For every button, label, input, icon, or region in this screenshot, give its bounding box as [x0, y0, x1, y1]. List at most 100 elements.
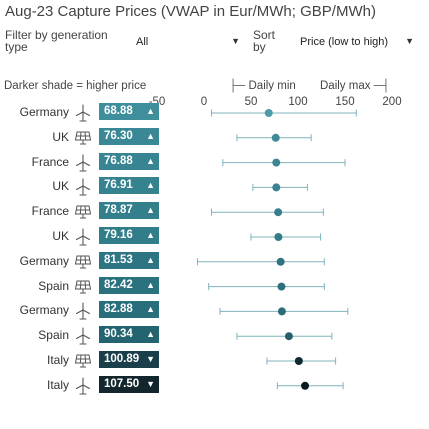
x-tick-label: 0: [200, 96, 208, 108]
triangle-down-icon: ▼: [146, 378, 155, 389]
price-dot[interactable]: [271, 133, 280, 142]
solar-panel-icon: [74, 203, 92, 221]
list-item: Germany 81.53 ▲: [0, 251, 429, 273]
price-dot[interactable]: [264, 109, 273, 117]
x-tick-label: 150: [335, 96, 355, 108]
wind-turbine-icon: [74, 178, 92, 196]
country-label: France: [31, 204, 69, 219]
price-value: 90.34: [104, 328, 133, 341]
filter-label: Filter by generation type: [5, 29, 108, 53]
sort-dropdown[interactable]: Price (low to high) ▼: [300, 36, 414, 50]
list-item: UK 76.91 ▲: [0, 176, 429, 198]
price-dot[interactable]: [277, 307, 286, 316]
triangle-up-icon: ▲: [146, 304, 155, 315]
list-item: UK 79.16 ▲: [0, 226, 429, 248]
triangle-up-icon: ▲: [146, 230, 155, 240]
list-item: Italy 107.50 ▼: [0, 375, 429, 397]
range-row: [252, 183, 308, 192]
country-label: Italy: [46, 377, 69, 392]
list-item: Italy 100.89 ▼: [0, 350, 429, 372]
price-dot[interactable]: [274, 208, 283, 217]
shade-legend-note: Darker shade = higher price: [4, 80, 147, 92]
sort-label-line1: Sort: [253, 28, 276, 42]
price-value: 79.16: [104, 229, 133, 241]
chevron-down-icon: ▼: [231, 36, 240, 46]
country-label: UK: [52, 129, 69, 144]
country-label: Italy: [46, 353, 69, 367]
triangle-up-icon: ▲: [146, 180, 155, 191]
list-item: UK 76.30 ▲: [0, 127, 429, 149]
price-badge: 82.88 ▲: [99, 301, 159, 319]
price-dot[interactable]: [274, 233, 283, 241]
triangle-up-icon: ▲: [146, 254, 155, 265]
price-dot[interactable]: [294, 357, 303, 365]
list-item: Spain 82.42 ▲: [0, 276, 429, 298]
sort-label: Sort by: [253, 29, 275, 53]
chevron-down-icon: ▼: [405, 36, 414, 46]
list-item: Germany 82.88 ▲: [0, 300, 429, 322]
range-row: [222, 158, 346, 167]
filter-label-line2: type: [5, 40, 28, 54]
wind-turbine-icon: [74, 327, 92, 345]
price-badge: 78.87 ▲: [99, 202, 159, 220]
x-tick-label: 200: [382, 96, 402, 108]
price-dot[interactable]: [301, 381, 310, 390]
solar-panel-icon: [74, 278, 92, 296]
price-value: 82.42: [104, 278, 133, 291]
country-label: Germany: [19, 105, 69, 119]
price-badge: 90.34 ▲: [99, 326, 159, 344]
solar-panel-icon: [74, 253, 92, 271]
price-badge: 76.30 ▲: [99, 127, 159, 145]
price-value: 78.87: [104, 204, 133, 217]
wind-turbine-icon: [74, 154, 92, 172]
triangle-up-icon: ▲: [146, 329, 155, 340]
range-row: [266, 357, 337, 365]
daily-max-label: Daily max: [320, 80, 371, 92]
triangle-up-icon: ▲: [146, 130, 155, 141]
price-badge: 68.88 ▲: [99, 103, 159, 120]
daily-min-legend: ├─ Daily min: [229, 80, 296, 92]
filter-dropdown-value: All: [136, 36, 149, 48]
page-title: Aug-23 Capture Prices (VWAP in Eur/MWh; …: [5, 3, 376, 20]
country-label: Spain: [38, 278, 69, 293]
x-tick-label: 50: [244, 96, 258, 108]
triangle-up-icon: ▲: [146, 205, 155, 216]
solar-panel-icon: [74, 129, 92, 147]
wind-turbine-icon: [74, 302, 92, 320]
price-dot[interactable]: [276, 257, 285, 266]
range-row: [250, 233, 322, 241]
price-badge: 100.89 ▼: [99, 351, 159, 368]
price-dot[interactable]: [277, 282, 286, 291]
wind-turbine-icon: [74, 104, 92, 122]
price-value: 82.88: [104, 303, 133, 316]
daily-max-legend: Daily max ─┤: [320, 80, 390, 92]
price-value: 76.30: [104, 129, 133, 142]
price-value: 100.89: [104, 353, 140, 365]
range-row: [276, 381, 344, 390]
country-label: Germany: [19, 253, 69, 268]
country-label: Spain: [38, 328, 69, 343]
country-label: UK: [52, 229, 69, 243]
country-label: UK: [52, 179, 69, 194]
price-dot[interactable]: [272, 158, 281, 167]
filter-dropdown[interactable]: All ▼: [136, 36, 240, 50]
filter-label-line1: Filter by generation: [5, 28, 108, 42]
range-row: [236, 133, 312, 142]
country-label: Germany: [19, 303, 69, 318]
triangle-up-icon: ▲: [146, 155, 155, 166]
x-tick-label: 100: [288, 96, 308, 108]
triangle-up-icon: ▲: [146, 106, 155, 116]
price-badge: 76.91 ▲: [99, 177, 159, 195]
solar-panel-icon: [74, 352, 92, 370]
list-item: Germany 68.88 ▲: [0, 102, 429, 124]
sort-dropdown-value: Price (low to high): [300, 36, 389, 48]
price-dot[interactable]: [284, 332, 293, 341]
price-value: 76.91: [104, 179, 133, 192]
range-row: [211, 109, 357, 117]
price-value: 68.88: [104, 105, 133, 117]
triangle-down-icon: ▼: [146, 354, 155, 364]
price-value: 81.53: [104, 253, 133, 266]
price-dot[interactable]: [272, 183, 281, 192]
range-row: [211, 208, 324, 217]
